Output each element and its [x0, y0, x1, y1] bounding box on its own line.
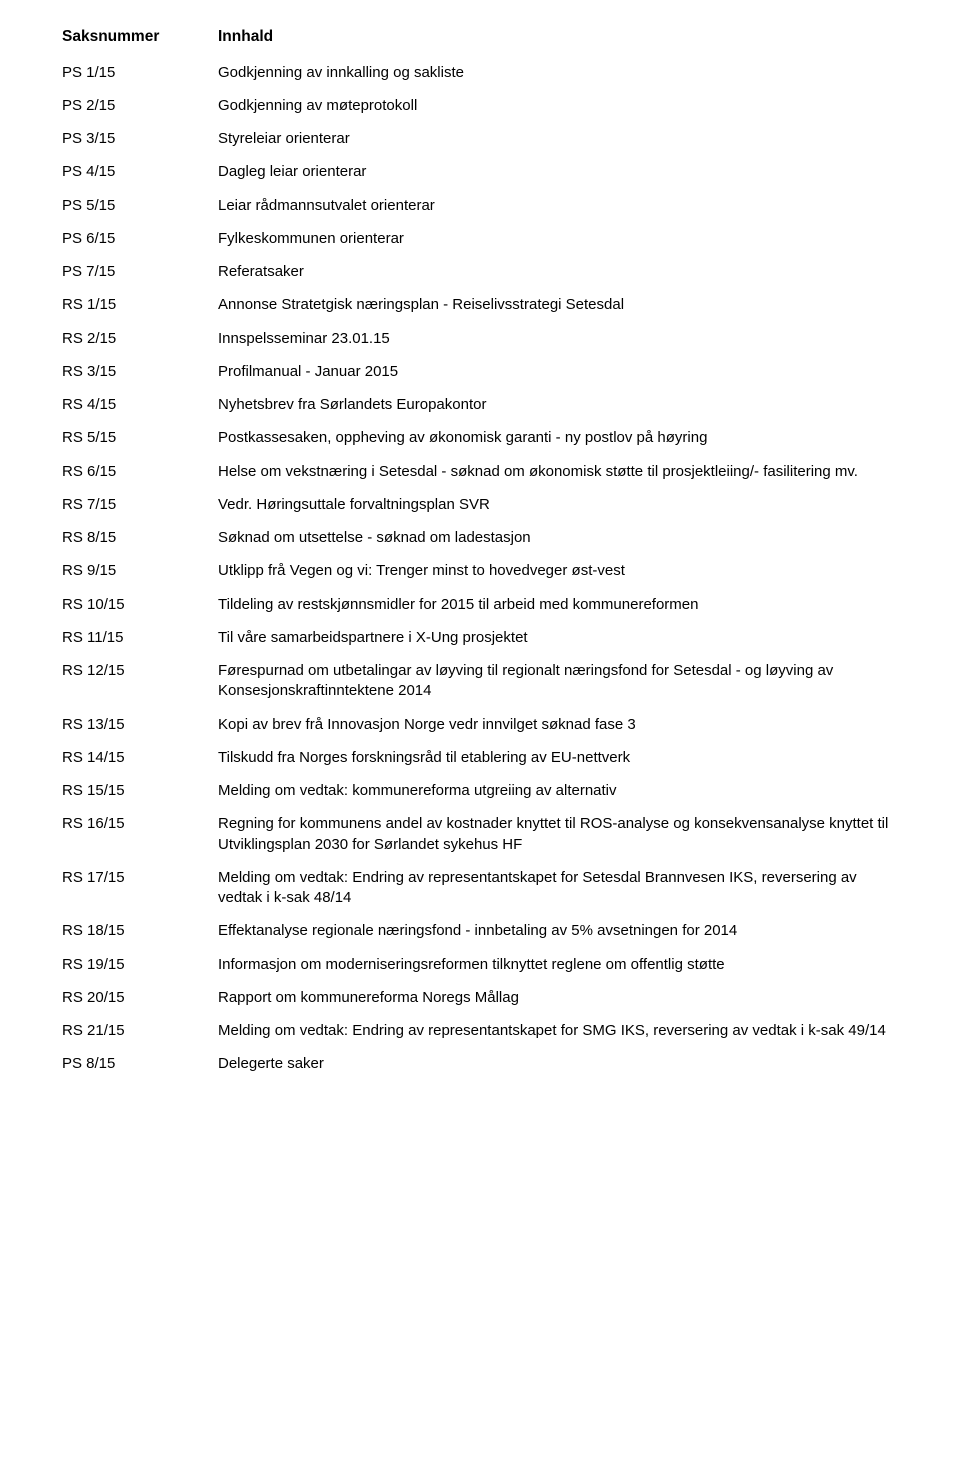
table-row: RS 20/15Rapport om kommunereforma Noregs… [62, 981, 898, 1014]
table-row: RS 15/15Melding om vedtak: kommunereform… [62, 775, 898, 808]
case-title: Annonse Stratetgisk næringsplan - Reisel… [218, 289, 898, 322]
case-number: RS 17/15 [62, 861, 218, 915]
table-row: PS 3/15Styreleiar orienterar [62, 123, 898, 156]
case-number: PS 2/15 [62, 89, 218, 122]
case-title: Førespurnad om utbetalingar av løyving t… [218, 655, 898, 709]
case-title: Kopi av brev frå Innovasjon Norge vedr i… [218, 708, 898, 741]
case-number: RS 20/15 [62, 981, 218, 1014]
table-row: RS 10/15Tildeling av restskjønnsmidler f… [62, 588, 898, 621]
case-number: RS 18/15 [62, 915, 218, 948]
table-row: RS 6/15Helse om vekstnæring i Setesdal -… [62, 455, 898, 488]
case-number: RS 6/15 [62, 455, 218, 488]
table-row: RS 5/15Postkassesaken, oppheving av økon… [62, 422, 898, 455]
table-row: RS 3/15Profilmanual - Januar 2015 [62, 355, 898, 388]
case-title: Helse om vekstnæring i Setesdal - søknad… [218, 455, 898, 488]
table-row: RS 18/15Effektanalyse regionale næringsf… [62, 915, 898, 948]
table-row: RS 13/15Kopi av brev frå Innovasjon Norg… [62, 708, 898, 741]
table-row: PS 6/15Fylkeskommunen orienterar [62, 222, 898, 255]
case-title: Tilskudd fra Norges forskningsråd til et… [218, 741, 898, 774]
case-title: Regning for kommunens andel av kostnader… [218, 808, 898, 862]
case-number: PS 6/15 [62, 222, 218, 255]
case-title: Tildeling av restskjønnsmidler for 2015 … [218, 588, 898, 621]
case-title: Profilmanual - Januar 2015 [218, 355, 898, 388]
case-title: Dagleg leiar orienterar [218, 156, 898, 189]
case-title: Innspelsseminar 23.01.15 [218, 322, 898, 355]
case-title: Søknad om utsettelse - søknad om ladesta… [218, 522, 898, 555]
case-number: RS 4/15 [62, 389, 218, 422]
case-title: Til våre samarbeidspartnere i X-Ung pros… [218, 621, 898, 654]
table-row: RS 17/15Melding om vedtak: Endring av re… [62, 861, 898, 915]
case-title: Vedr. Høringsuttale forvaltningsplan SVR [218, 488, 898, 521]
case-number: RS 2/15 [62, 322, 218, 355]
case-title: Informasjon om moderniseringsreformen ti… [218, 948, 898, 981]
agenda-table-body: PS 1/15Godkjenning av innkalling og sakl… [62, 56, 898, 1081]
case-title: Melding om vedtak: Endring av representa… [218, 861, 898, 915]
case-title: Godkjenning av møteprotokoll [218, 89, 898, 122]
case-title: Utklipp frå Vegen og vi: Trenger minst t… [218, 555, 898, 588]
table-row: PS 4/15Dagleg leiar orienterar [62, 156, 898, 189]
case-number: RS 7/15 [62, 488, 218, 521]
header-right: Innhald [218, 24, 898, 56]
case-title: Referatsaker [218, 256, 898, 289]
case-title: Godkjenning av innkalling og sakliste [218, 56, 898, 89]
table-row: PS 8/15Delegerte saker [62, 1048, 898, 1081]
case-number: RS 15/15 [62, 775, 218, 808]
table-row: RS 9/15Utklipp frå Vegen og vi: Trenger … [62, 555, 898, 588]
agenda-table: Saksnummer Innhald PS 1/15Godkjenning av… [62, 24, 898, 1081]
case-number: RS 9/15 [62, 555, 218, 588]
case-number: PS 4/15 [62, 156, 218, 189]
table-row: PS 2/15Godkjenning av møteprotokoll [62, 89, 898, 122]
case-number: PS 8/15 [62, 1048, 218, 1081]
table-row: RS 7/15Vedr. Høringsuttale forvaltningsp… [62, 488, 898, 521]
case-number: PS 5/15 [62, 189, 218, 222]
table-row: RS 2/15Innspelsseminar 23.01.15 [62, 322, 898, 355]
case-number: RS 5/15 [62, 422, 218, 455]
case-title: Delegerte saker [218, 1048, 898, 1081]
table-row: RS 16/15Regning for kommunens andel av k… [62, 808, 898, 862]
table-row: PS 7/15Referatsaker [62, 256, 898, 289]
case-title: Effektanalyse regionale næringsfond - in… [218, 915, 898, 948]
table-row: RS 12/15Førespurnad om utbetalingar av l… [62, 655, 898, 709]
case-number: RS 16/15 [62, 808, 218, 862]
table-row: RS 11/15Til våre samarbeidspartnere i X-… [62, 621, 898, 654]
case-title: Postkassesaken, oppheving av økonomisk g… [218, 422, 898, 455]
case-number: PS 1/15 [62, 56, 218, 89]
table-row: RS 8/15Søknad om utsettelse - søknad om … [62, 522, 898, 555]
table-row: RS 21/15Melding om vedtak: Endring av re… [62, 1015, 898, 1048]
case-number: RS 12/15 [62, 655, 218, 709]
case-title: Melding om vedtak: kommunereforma utgrei… [218, 775, 898, 808]
case-title: Rapport om kommunereforma Noregs Mållag [218, 981, 898, 1014]
table-row: RS 4/15Nyhetsbrev fra Sørlandets Europak… [62, 389, 898, 422]
table-row: PS 1/15Godkjenning av innkalling og sakl… [62, 56, 898, 89]
case-number: PS 3/15 [62, 123, 218, 156]
case-number: RS 21/15 [62, 1015, 218, 1048]
table-row: RS 19/15Informasjon om moderniseringsref… [62, 948, 898, 981]
table-header-row: Saksnummer Innhald [62, 24, 898, 56]
table-row: RS 14/15Tilskudd fra Norges forskningsrå… [62, 741, 898, 774]
table-row: PS 5/15Leiar rådmannsutvalet orienterar [62, 189, 898, 222]
case-title: Melding om vedtak: Endring av representa… [218, 1015, 898, 1048]
case-number: RS 19/15 [62, 948, 218, 981]
header-left: Saksnummer [62, 24, 218, 56]
document-page: Saksnummer Innhald PS 1/15Godkjenning av… [0, 0, 960, 1121]
table-row: RS 1/15Annonse Stratetgisk næringsplan -… [62, 289, 898, 322]
case-title: Nyhetsbrev fra Sørlandets Europakontor [218, 389, 898, 422]
case-number: RS 10/15 [62, 588, 218, 621]
case-number: RS 1/15 [62, 289, 218, 322]
case-title: Fylkeskommunen orienterar [218, 222, 898, 255]
case-title: Leiar rådmannsutvalet orienterar [218, 189, 898, 222]
case-number: RS 3/15 [62, 355, 218, 388]
case-number: RS 8/15 [62, 522, 218, 555]
case-number: RS 11/15 [62, 621, 218, 654]
case-title: Styreleiar orienterar [218, 123, 898, 156]
case-number: RS 13/15 [62, 708, 218, 741]
case-number: PS 7/15 [62, 256, 218, 289]
case-number: RS 14/15 [62, 741, 218, 774]
